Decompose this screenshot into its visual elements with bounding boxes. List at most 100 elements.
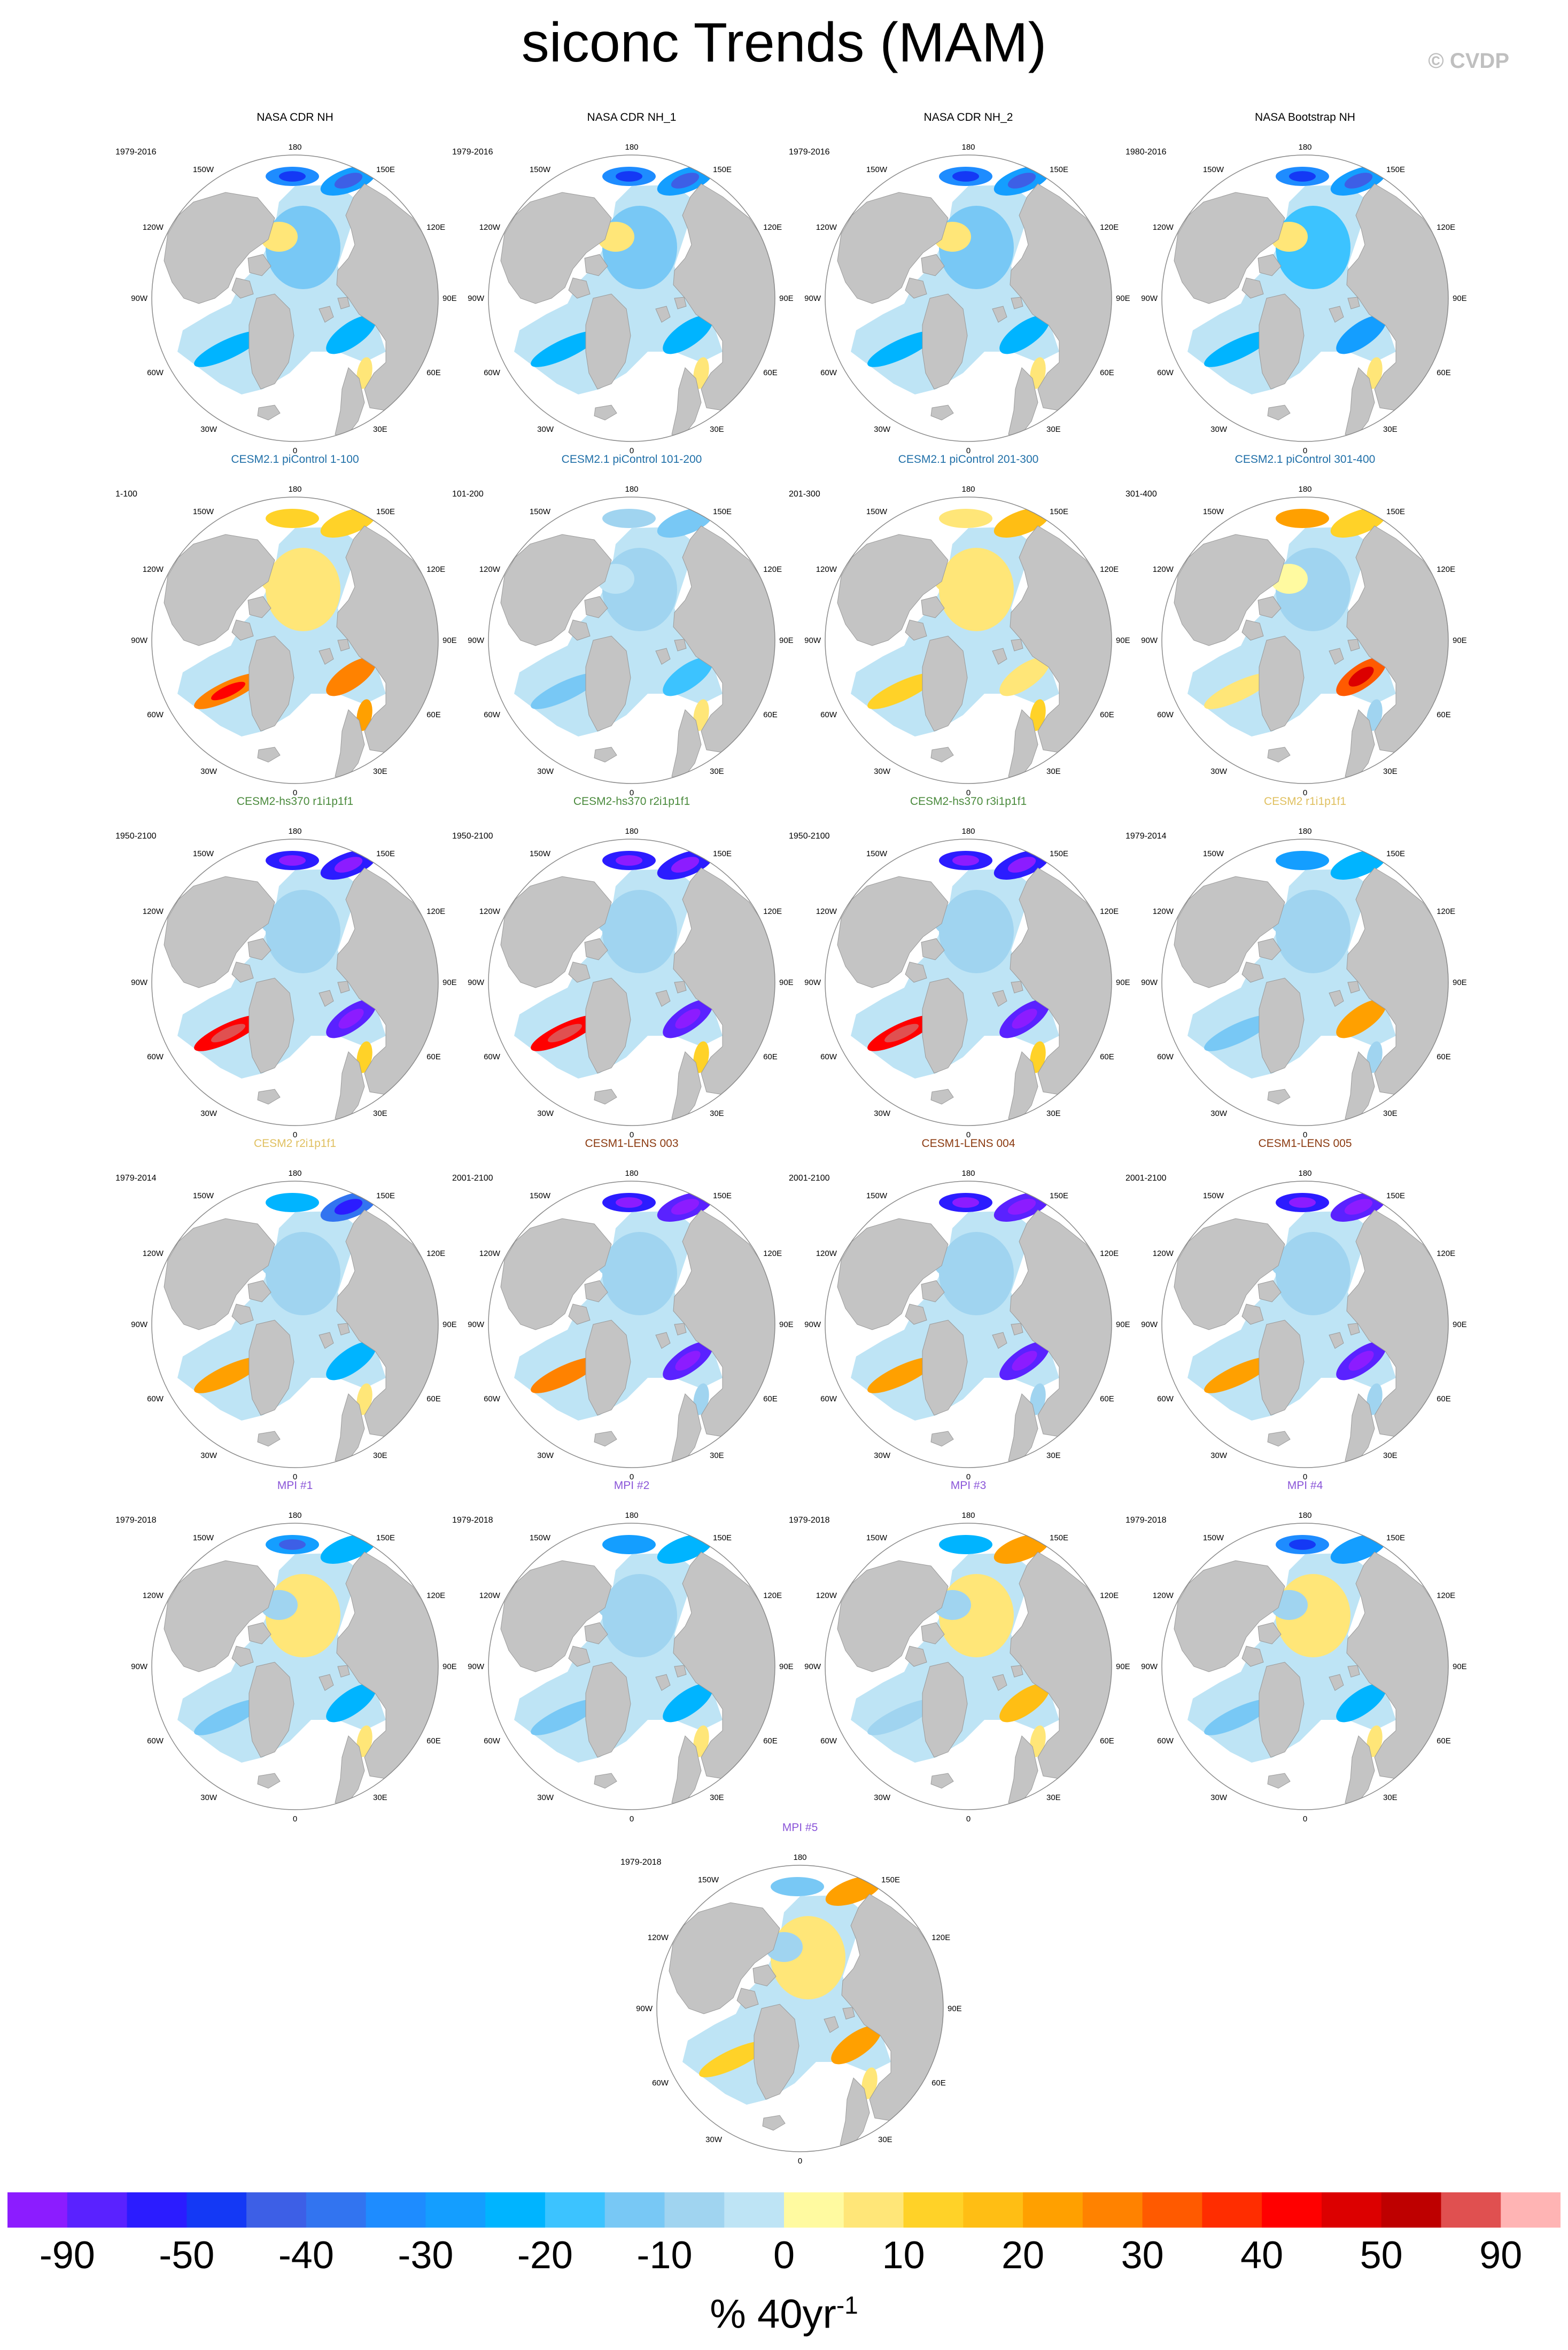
colorbar-swatch — [1202, 2192, 1262, 2228]
map-boundary — [1161, 1181, 1449, 1468]
land-mass — [1329, 1332, 1344, 1349]
panel-title: MPI #5 — [782, 1821, 818, 1834]
land-mass — [1174, 1218, 1285, 1330]
land-mass — [905, 1304, 927, 1325]
land-mass — [921, 596, 945, 618]
polar-map: 180 150E 120E 90E 60E 30E 0 30W 60W 90W 120W 150W — [804, 1169, 1130, 1482]
longitude-label: 150E — [1386, 849, 1405, 858]
longitude-label: 120E — [1437, 565, 1455, 574]
longitude-label: 60E — [1100, 1736, 1114, 1746]
map-boundary — [825, 154, 1112, 442]
longitude-label: 180 — [625, 143, 638, 152]
trend-region — [326, 1683, 376, 1723]
land-mass — [655, 1674, 671, 1691]
trend-region — [999, 657, 1050, 696]
land-mass — [1259, 1320, 1305, 1416]
land-mass — [249, 1662, 294, 1758]
longitude-label: 60W — [147, 1736, 164, 1746]
longitude-label: 150W — [193, 1533, 214, 1542]
map-boundary — [488, 1181, 775, 1468]
trend-region — [999, 315, 1050, 354]
land-mass — [1329, 306, 1344, 323]
land-mass — [1241, 961, 1264, 983]
land-mass — [1011, 981, 1023, 994]
land-mass — [655, 306, 671, 323]
polar-map: 180 150E 120E 90E 60E 30E 0 30W 60W 90W 120W 150W — [131, 143, 457, 455]
longitude-label: 150E — [1050, 507, 1068, 516]
trend-region — [657, 508, 713, 538]
map-boundary — [151, 154, 439, 442]
longitude-label: 150W — [530, 1191, 551, 1200]
longitude-label: 60W — [484, 368, 501, 377]
longitude-label: 30W — [874, 1451, 891, 1460]
longitude-label: 120E — [1100, 907, 1119, 916]
trend-region — [602, 509, 656, 528]
land-mass — [247, 1280, 271, 1302]
land-mass — [837, 1218, 949, 1330]
land-mass — [842, 2007, 855, 2020]
trend-region — [939, 509, 992, 528]
longitude-label: 150W — [193, 849, 214, 858]
land-mass — [752, 1964, 777, 1987]
land-mass — [1346, 1209, 1448, 1437]
trend-region — [356, 699, 372, 731]
land-mass — [1346, 1552, 1448, 1779]
map-panel: MPI #5 1979-2018 180 150E 120E 90E 60E 30E 0 30W 6… — [620, 1821, 962, 2185]
land-mass — [231, 1646, 254, 1667]
longitude-label: 0 — [1303, 788, 1307, 797]
longitude-label: 120E — [1437, 907, 1455, 916]
land-mass — [824, 2016, 839, 2033]
panel-title: CESM2 r1i1p1f1 — [1263, 795, 1347, 808]
longitude-label: 60W — [1157, 1736, 1174, 1746]
colorbar-units-exponent: -1 — [836, 2291, 858, 2319]
panel-period: 2001-2100 — [789, 1174, 830, 1183]
longitude-label: 180 — [961, 827, 975, 836]
colorbar-swatch — [366, 2192, 426, 2228]
longitude-label: 180 — [1298, 827, 1311, 836]
trend-core — [952, 1197, 979, 1208]
longitude-label: 60E — [1437, 1052, 1451, 1061]
longitude-label: 30E — [710, 1109, 724, 1118]
longitude-label: 120W — [1153, 907, 1174, 916]
panel-title: MPI #1 — [277, 1479, 313, 1492]
trend-region — [693, 357, 709, 389]
trend-region — [663, 315, 713, 354]
colorbar-swatch — [1262, 2192, 1322, 2228]
land-mass — [247, 938, 271, 960]
trend-region — [356, 1725, 372, 1757]
longitude-label: 90W — [468, 294, 485, 303]
polar-map: 180 150E 120E 90E 60E 30E 0 30W 60W 90W 120W 150W — [1141, 485, 1467, 797]
longitude-label: 90E — [948, 2004, 962, 2013]
land-mass — [319, 1674, 334, 1691]
longitude-label: 60E — [1437, 710, 1451, 719]
land-mass — [257, 405, 281, 421]
longitude-label: 90E — [1116, 1662, 1130, 1671]
colorbar-swatch — [664, 2192, 725, 2228]
longitude-label: 60W — [820, 368, 837, 377]
longitude-label: 120W — [143, 907, 164, 916]
longitude-label: 120E — [1100, 565, 1119, 574]
longitude-label: 0 — [1303, 1814, 1307, 1824]
map-boundary — [1161, 497, 1449, 784]
polar-map: 180 150E 120E 90E 60E 30E 0 30W 60W 90W 120W 150W — [1141, 1169, 1467, 1482]
panel-period: 1979-2018 — [1125, 1516, 1167, 1525]
panel-period: 1979-2014 — [115, 1174, 157, 1183]
land-mass — [1267, 405, 1291, 421]
longitude-label: 60E — [1100, 368, 1114, 377]
polar-map: 180 150E 120E 90E 60E 30E 0 30W 60W 90W 120W 150W — [804, 1511, 1130, 1824]
map-panel: MPI #1 1979-2018 180 150E 120E 90E 60E 30E 0 30W 6… — [115, 1479, 457, 1843]
trend-region — [867, 1699, 936, 1735]
longitude-label: 180 — [1298, 1169, 1311, 1178]
land-mass — [674, 1665, 687, 1678]
longitude-label: 120W — [143, 1591, 164, 1600]
longitude-label: 150E — [713, 507, 732, 516]
longitude-label: 150W — [1203, 507, 1224, 516]
trend-core — [1289, 1197, 1316, 1208]
trend-region — [1367, 1383, 1383, 1415]
longitude-label: 180 — [625, 1511, 638, 1520]
longitude-label: 60E — [1100, 1052, 1114, 1061]
trend-region — [831, 2025, 881, 2065]
trend-region — [1330, 850, 1387, 880]
longitude-label: 90W — [804, 978, 821, 987]
longitude-label: 30E — [710, 425, 724, 434]
